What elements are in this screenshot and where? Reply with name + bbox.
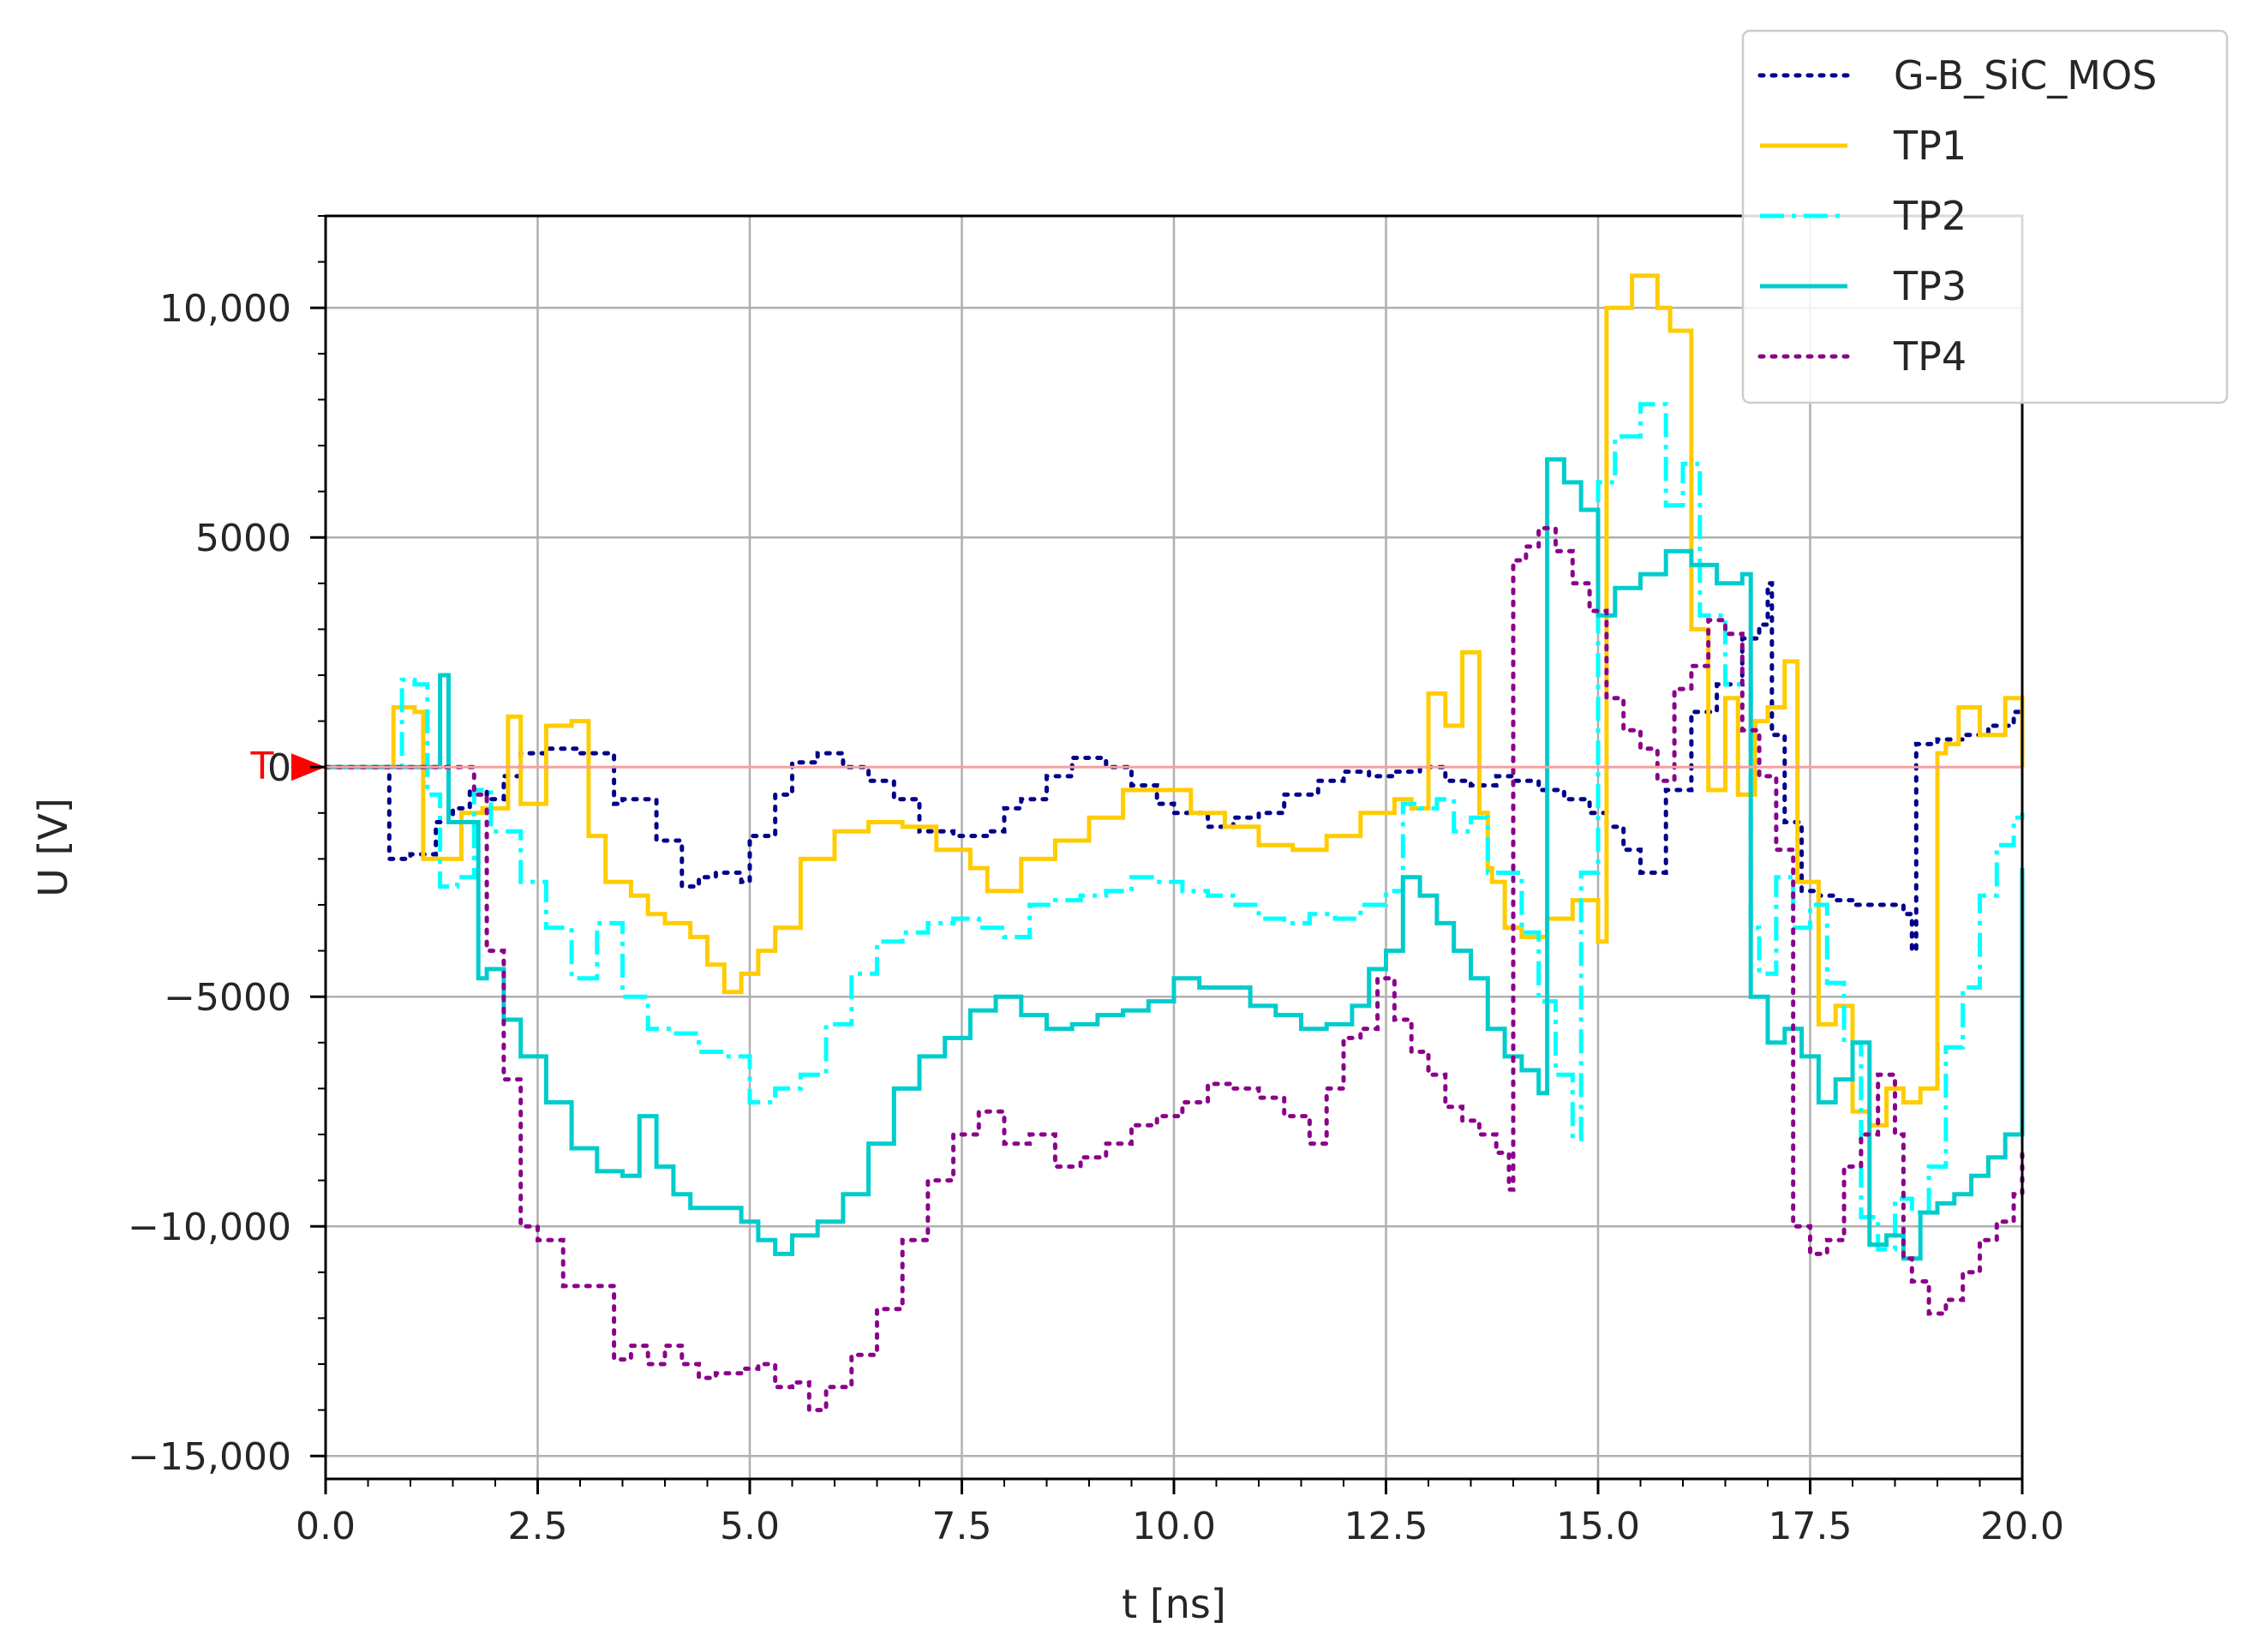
legend-label-g-b-sic-mos: G-B_SiC_MOS: [1894, 52, 2157, 99]
x-tick-label-5: 12.5: [1344, 1505, 1428, 1548]
x-tick-label-8: 20.0: [1980, 1505, 2064, 1548]
series-line-g-b-sic-mos: [323, 581, 2025, 954]
plot-area: [323, 273, 2025, 1413]
x-tick-label-6: 15.0: [1556, 1505, 1640, 1548]
legend-label-tp3: TP3: [1893, 263, 1967, 309]
y-tick-label-5: −15,000: [128, 1435, 291, 1479]
y-tick-label-4: −10,000: [128, 1206, 291, 1249]
y-tick-label-1: 5000: [195, 517, 291, 560]
series-line-tp3: [326, 457, 2025, 1261]
x-tick-label-0: 0.0: [296, 1505, 356, 1548]
x-axis-label: t [ns]: [1122, 1581, 1226, 1627]
legend: G-B_SiC_MOS TP1 TP2 TP3 TP4: [1741, 29, 2229, 404]
series-line-tp2: [326, 402, 2025, 1252]
x-tick-label-4: 10.0: [1132, 1505, 1216, 1548]
legend-label-tp4: TP4: [1893, 333, 1967, 380]
legend-label-tp2: TP2: [1893, 193, 1967, 239]
x-tick-label-7: 17.5: [1769, 1505, 1853, 1548]
x-tick-label-3: 7.5: [932, 1505, 992, 1548]
y-tick-label-2: 0: [267, 746, 291, 790]
legend-label-tp1: TP1: [1893, 123, 1967, 169]
y-tick-label-3: −5000: [164, 976, 291, 1020]
trigger-label: T: [250, 745, 274, 788]
legend-box: [1741, 29, 2229, 404]
y-axis-label: U [V]: [30, 798, 76, 897]
y-tick-label-0: 10,000: [159, 287, 291, 331]
x-tick-label-2: 5.0: [720, 1505, 780, 1548]
series-line-tp4: [323, 526, 2025, 1413]
series-line-tp1: [326, 273, 2025, 1128]
trigger-marker: T: [250, 745, 2022, 788]
axis-ticks: 0.0 2.5 5.0 7.5 10.0 12.5 15.0 17.5 20.0 10,000 50…: [128, 215, 2064, 1548]
x-tick-label-1: 2.5: [508, 1505, 568, 1548]
trigger-arrow-icon: [291, 753, 326, 781]
